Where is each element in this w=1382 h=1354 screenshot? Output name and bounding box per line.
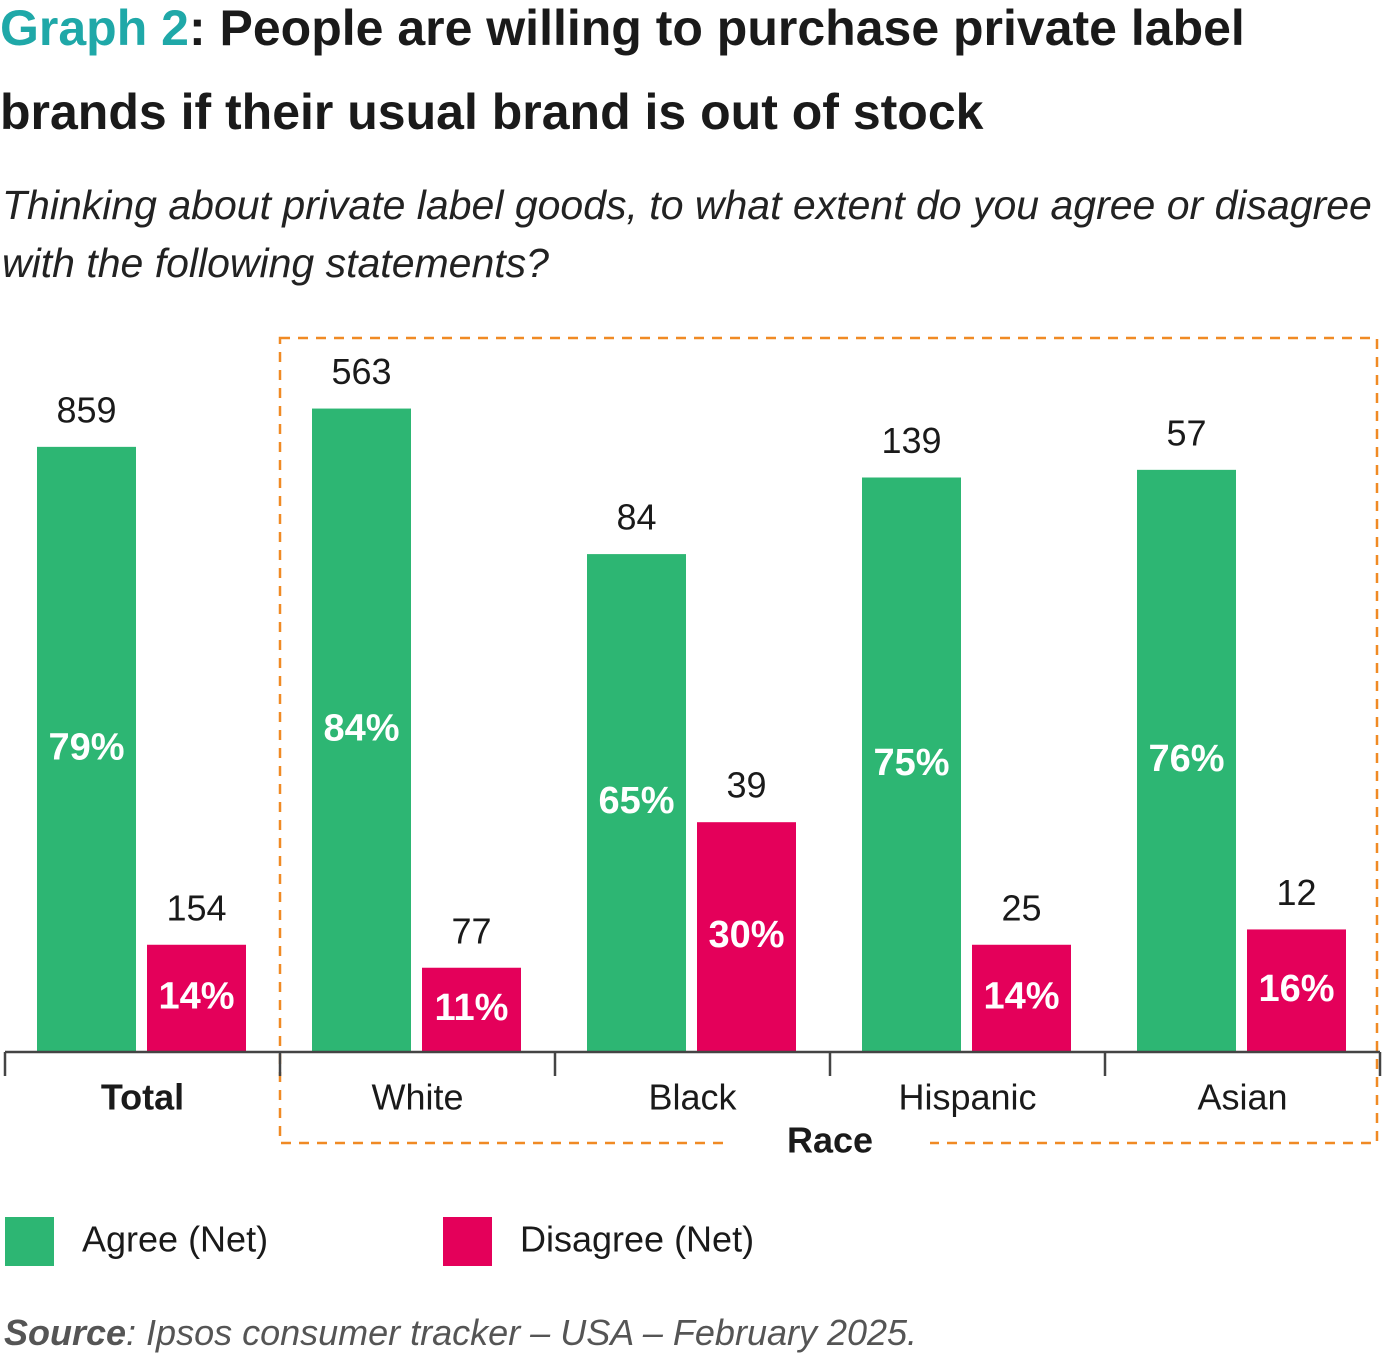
legend-swatch: [443, 1217, 492, 1266]
bar: [422, 967, 521, 1052]
bar: [587, 554, 686, 1052]
chart-title: Graph 2: People are willing to purchase …: [0, 0, 1340, 154]
count-label: 12: [1276, 872, 1316, 913]
value-label: 14%: [983, 975, 1059, 1017]
value-label: 16%: [1258, 968, 1334, 1010]
bar: [862, 477, 961, 1052]
subtitle: Thinking about private label goods, to w…: [2, 182, 1372, 286]
bar: [312, 408, 411, 1052]
bar: [1247, 929, 1346, 1052]
count-label: 84: [616, 497, 656, 538]
value-label: 76%: [1148, 738, 1224, 780]
value-label: 65%: [598, 780, 674, 822]
x-tick-label: Total: [101, 1077, 184, 1118]
bar: [1137, 469, 1236, 1053]
value-label: 30%: [708, 914, 784, 956]
value-label: 11%: [435, 987, 509, 1029]
legend-label: Disagree (Net): [520, 1219, 754, 1260]
x-tick-label: Hispanic: [898, 1077, 1036, 1118]
source: Source: Ipsos consumer tracker – USA – F…: [4, 1312, 917, 1354]
count-label: 57: [1166, 412, 1206, 453]
legend-swatch: [5, 1217, 54, 1266]
bar: [972, 944, 1071, 1052]
count-label: 39: [726, 765, 766, 806]
count-label: 154: [166, 887, 226, 928]
title-text: : People are willing to purchase private…: [0, 0, 1245, 140]
value-label: 84%: [323, 707, 399, 749]
title-prefix: Graph 2: [0, 0, 189, 56]
bar: [37, 446, 136, 1052]
source-text: : Ipsos consumer tracker – USA – Februar…: [126, 1312, 918, 1353]
count-label: 563: [331, 351, 391, 392]
count-label: 77: [451, 910, 491, 951]
value-label: 14%: [158, 975, 234, 1017]
x-tick-label: Black: [648, 1077, 737, 1118]
group-label: Race: [787, 1120, 873, 1161]
value-label: 79%: [48, 726, 124, 768]
count-label: 139: [881, 420, 941, 461]
bar: [697, 822, 796, 1052]
count-label: 859: [56, 389, 116, 430]
source-label: Source: [4, 1312, 127, 1353]
legend-label: Agree (Net): [82, 1219, 268, 1260]
x-tick-label: White: [371, 1077, 463, 1118]
x-tick-label: Asian: [1197, 1077, 1287, 1118]
value-label: 75%: [873, 742, 949, 784]
count-label: 25: [1001, 887, 1041, 928]
label-background: [730, 1125, 930, 1161]
bar: [147, 944, 246, 1052]
